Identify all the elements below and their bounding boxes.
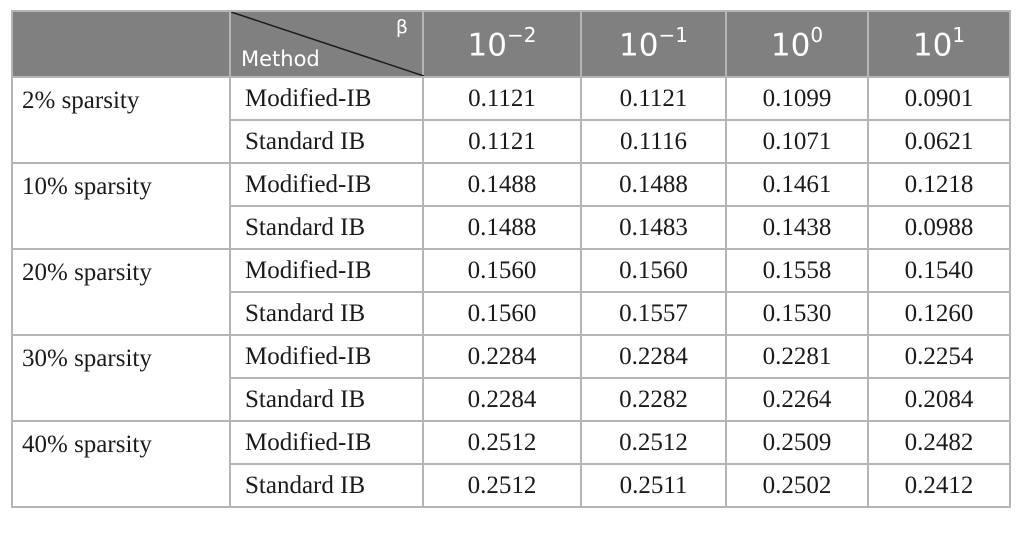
header-beta-1e0: 100 xyxy=(725,10,869,78)
value-cell: 0.2284 xyxy=(580,334,727,379)
value-cell: 0.2284 xyxy=(422,377,582,422)
method-label: Method xyxy=(241,47,320,71)
value-cell: 0.1560 xyxy=(422,248,582,293)
table-row: 20% sparsity Modified-IB 0.1560 0.1560 0… xyxy=(11,248,1011,336)
table-row: 30% sparsity Modified-IB 0.2284 0.2284 0… xyxy=(11,334,1011,422)
value-cell: 0.2254 xyxy=(867,334,1011,379)
value-cell: 0.2512 xyxy=(422,463,582,508)
table-row: Standard IB 0.1560 0.1557 0.1530 0.1260 xyxy=(12,291,1011,336)
value-cell: 0.0621 xyxy=(867,119,1011,164)
value-cell: 0.2282 xyxy=(580,377,727,422)
value-cell: 0.2509 xyxy=(725,420,869,465)
value-cell: 0.1121 xyxy=(422,76,582,121)
value-cell: 0.1121 xyxy=(422,119,582,164)
value-cell: 0.1438 xyxy=(725,205,869,250)
header-diagonal-cell: β Method xyxy=(229,10,424,78)
value-cell: 0.2512 xyxy=(580,420,727,465)
method-cell: Standard IB xyxy=(229,463,424,508)
value-cell: 0.0988 xyxy=(867,205,1011,250)
diagonal-divider-line xyxy=(231,12,424,76)
table-row: 2% sparsity Modified-IB 0.1121 0.1121 0.… xyxy=(11,76,1011,164)
method-cell: Standard IB xyxy=(229,205,424,250)
header-row: β Method 10−2 10−1 100 101 xyxy=(11,10,1011,78)
header-beta-1e-2: 10−2 xyxy=(422,10,582,78)
value-cell: 0.2512 xyxy=(422,420,582,465)
table-row: 10% sparsity Modified-IB 0.1488 0.1488 0… xyxy=(11,162,1011,250)
method-cell: Modified-IB xyxy=(229,162,424,207)
value-cell: 0.1540 xyxy=(867,248,1011,293)
value-cell: 0.1488 xyxy=(580,162,727,207)
value-cell: 0.1558 xyxy=(725,248,869,293)
method-cell: Modified-IB xyxy=(229,334,424,379)
method-cell: Modified-IB xyxy=(229,248,424,293)
value-cell: 0.2084 xyxy=(867,377,1011,422)
method-cell: Standard IB xyxy=(229,119,424,164)
method-cell: Standard IB xyxy=(229,291,424,336)
value-cell: 0.2412 xyxy=(867,463,1011,508)
value-cell: 0.1260 xyxy=(867,291,1011,336)
value-cell: 0.1488 xyxy=(422,205,582,250)
value-cell: 0.1560 xyxy=(580,248,727,293)
value-cell: 0.1560 xyxy=(422,291,582,336)
value-cell: 0.1218 xyxy=(867,162,1011,207)
value-cell: 0.1116 xyxy=(580,119,727,164)
header-beta-1e-1: 10−1 xyxy=(580,10,727,78)
value-cell: 0.1530 xyxy=(725,291,869,336)
value-cell: 0.2284 xyxy=(422,334,582,379)
value-cell: 0.1099 xyxy=(725,76,869,121)
value-cell: 0.1488 xyxy=(422,162,582,207)
value-cell: 0.2482 xyxy=(867,420,1011,465)
table-body: 2% sparsity Modified-IB 0.1121 0.1121 0.… xyxy=(11,76,1011,508)
sparsity-group-label: 40% sparsity xyxy=(11,420,231,508)
sparsity-group-label: 2% sparsity xyxy=(11,76,231,164)
sparsity-group-label: 30% sparsity xyxy=(11,334,231,422)
table-row: Standard IB 0.1488 0.1483 0.1438 0.0988 xyxy=(12,205,1011,250)
sparsity-group-label: 10% sparsity xyxy=(11,162,231,250)
method-cell: Standard IB xyxy=(229,377,424,422)
table-row: Standard IB 0.2512 0.2511 0.2502 0.2412 xyxy=(12,463,1011,508)
value-cell: 0.2511 xyxy=(580,463,727,508)
value-cell: 0.1557 xyxy=(580,291,727,336)
value-cell: 0.1121 xyxy=(580,76,727,121)
value-cell: 0.1071 xyxy=(725,119,869,164)
beta-label: β xyxy=(395,16,408,38)
value-cell: 0.2502 xyxy=(725,463,869,508)
table-row: 40% sparsity Modified-IB 0.2512 0.2512 0… xyxy=(11,420,1011,508)
header-beta-1e1: 101 xyxy=(867,10,1011,78)
method-cell: Modified-IB xyxy=(229,76,424,121)
value-cell: 0.2281 xyxy=(725,334,869,379)
method-cell: Modified-IB xyxy=(229,420,424,465)
table-row: Standard IB 0.1121 0.1116 0.1071 0.0621 xyxy=(12,119,1011,164)
value-cell: 0.2264 xyxy=(725,377,869,422)
value-cell: 0.1483 xyxy=(580,205,727,250)
value-cell: 0.1461 xyxy=(725,162,869,207)
header-blank-cell xyxy=(11,10,231,78)
results-table: β Method 10−2 10−1 100 101 2% sparsity M… xyxy=(11,10,1011,508)
table-row: Standard IB 0.2284 0.2282 0.2264 0.2084 xyxy=(12,377,1011,422)
value-cell: 0.0901 xyxy=(867,76,1011,121)
sparsity-group-label: 20% sparsity xyxy=(11,248,231,336)
